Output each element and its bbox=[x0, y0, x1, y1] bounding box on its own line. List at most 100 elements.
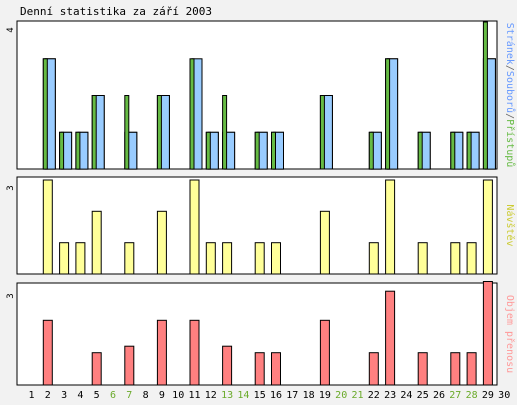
x-tick-day-9: 9 bbox=[159, 390, 165, 401]
x-tick-day-6: 6 bbox=[110, 390, 116, 401]
x-tick-day-14: 14 bbox=[237, 390, 249, 401]
bar-navstev-day-9 bbox=[156, 210, 167, 275]
bar-pristupu-day-4 bbox=[75, 131, 81, 170]
x-tick-day-15: 15 bbox=[254, 390, 266, 401]
x-tick-day-26: 26 bbox=[433, 390, 445, 401]
bar-objem-day-28 bbox=[466, 352, 477, 386]
legend-entry: / bbox=[504, 65, 515, 71]
x-tick-day-23: 23 bbox=[384, 390, 396, 401]
bar-pristupu-day-9 bbox=[156, 95, 162, 170]
bar-navstev-day-13 bbox=[222, 242, 233, 275]
x-tick-day-12: 12 bbox=[205, 390, 217, 401]
bar-navstev-day-2 bbox=[42, 179, 53, 275]
x-tick-day-13: 13 bbox=[221, 390, 233, 401]
chart-title: Denní statistika za září 2003 bbox=[20, 5, 212, 18]
series-souboru bbox=[44, 58, 496, 170]
x-tick-day-5: 5 bbox=[94, 390, 100, 401]
x-tick-day-27: 27 bbox=[449, 390, 461, 401]
bar-objem-day-22 bbox=[368, 352, 379, 386]
x-tick-day-19: 19 bbox=[319, 390, 331, 401]
bar-objem-day-11 bbox=[189, 319, 200, 386]
bar-navstev-day-22 bbox=[368, 242, 379, 275]
bar-pristupu-day-3 bbox=[59, 131, 65, 170]
legend-entry: Stránek bbox=[504, 23, 516, 65]
bar-pristupu-day-28 bbox=[466, 131, 472, 170]
legend-entry: / bbox=[504, 113, 515, 119]
x-tick-day-7: 7 bbox=[126, 390, 132, 401]
legend-entry: Návštěv bbox=[504, 204, 516, 246]
x-tick-day-20: 20 bbox=[335, 390, 347, 401]
panel-visits: 3 Návštěv bbox=[6, 176, 516, 275]
bar-objem-day-2 bbox=[42, 319, 53, 386]
x-tick-day-29: 29 bbox=[482, 390, 494, 401]
bar-pristupu-day-29 bbox=[482, 21, 488, 170]
panel-volume: 3 Objem přenosu bbox=[6, 281, 516, 386]
bar-navstev-day-5 bbox=[91, 210, 102, 275]
bar-navstev-day-12 bbox=[205, 242, 216, 275]
bar-objem-day-9 bbox=[156, 319, 167, 386]
bar-objem-day-19 bbox=[319, 319, 330, 386]
bar-pristupu-day-22 bbox=[368, 131, 374, 170]
y-tick-label: 3 bbox=[6, 185, 16, 190]
x-tick-day-3: 3 bbox=[61, 390, 67, 401]
bar-pristupu-day-27 bbox=[450, 131, 456, 170]
x-tick-day-16: 16 bbox=[270, 390, 282, 401]
series-navstev bbox=[42, 179, 493, 275]
bar-navstev-day-27 bbox=[450, 242, 461, 275]
x-tick-day-30: 30 bbox=[498, 390, 510, 401]
bar-objem-day-27 bbox=[450, 352, 461, 386]
legend-entry: Objem přenosu bbox=[504, 295, 516, 373]
bar-pristupu-day-7 bbox=[124, 95, 130, 170]
bar-objem-day-13 bbox=[222, 345, 233, 386]
x-tick-day-2: 2 bbox=[45, 390, 51, 401]
bar-objem-day-5 bbox=[91, 352, 102, 386]
bar-navstev-day-4 bbox=[75, 242, 86, 275]
x-tick-day-25: 25 bbox=[417, 390, 429, 401]
bar-objem-day-25 bbox=[417, 352, 428, 386]
x-tick-day-22: 22 bbox=[368, 390, 380, 401]
x-tick-day-28: 28 bbox=[466, 390, 478, 401]
bar-navstev-day-29 bbox=[482, 179, 493, 275]
bar-pristupu-day-16 bbox=[271, 131, 276, 170]
bar-pristupu-day-15 bbox=[254, 131, 260, 170]
x-axis-day-labels: 1 2 3 4 5 6 7 8 9 10 11 12 13 14 15 16 17 18 19 20 21 22 23 24 2… bbox=[28, 390, 510, 401]
bar-pristupu-day-2 bbox=[42, 58, 48, 170]
x-tick-day-17: 17 bbox=[286, 390, 298, 401]
x-tick-day-18: 18 bbox=[303, 390, 315, 401]
y-tick-label: 3 bbox=[6, 293, 16, 298]
bar-navstev-day-25 bbox=[417, 242, 428, 275]
series-pristupu bbox=[42, 21, 488, 170]
bar-objem-day-7 bbox=[124, 345, 135, 386]
x-tick-day-24: 24 bbox=[400, 390, 412, 401]
x-tick-day-10: 10 bbox=[172, 390, 184, 401]
bar-navstev-day-19 bbox=[319, 210, 330, 275]
series-objem bbox=[42, 281, 493, 386]
x-tick-day-1: 1 bbox=[28, 390, 34, 401]
bar-pristupu-day-11 bbox=[189, 58, 195, 170]
bar-pristupu-day-5 bbox=[91, 95, 97, 170]
bar-pristupu-day-23 bbox=[385, 58, 391, 170]
bar-navstev-day-28 bbox=[466, 242, 477, 275]
x-tick-day-11: 11 bbox=[188, 390, 200, 401]
legend-visits: Návštěv bbox=[504, 204, 516, 246]
bar-navstev-day-23 bbox=[385, 179, 396, 275]
y-tick-label: 4 bbox=[6, 27, 16, 32]
bar-navstev-day-7 bbox=[124, 242, 135, 275]
bar-pristupu-day-13 bbox=[222, 95, 228, 170]
bar-navstev-day-3 bbox=[59, 242, 70, 275]
bar-navstev-day-16 bbox=[271, 242, 281, 275]
legend-entry: Souborů bbox=[504, 71, 516, 113]
bar-navstev-day-11 bbox=[189, 179, 200, 275]
bar-objem-day-29 bbox=[482, 281, 493, 386]
bar-navstev-day-15 bbox=[254, 242, 265, 275]
legend-volume: Objem přenosu bbox=[504, 295, 516, 373]
legend-entry: Přístupů bbox=[504, 119, 516, 167]
bar-objem-day-16 bbox=[271, 352, 281, 386]
bar-pristupu-day-25 bbox=[417, 131, 423, 170]
bar-objem-day-23 bbox=[385, 290, 396, 386]
legend-hits: Stránek/Souborů/Přístupů bbox=[504, 23, 516, 168]
x-tick-day-4: 4 bbox=[77, 390, 83, 401]
x-tick-day-8: 8 bbox=[143, 390, 149, 401]
bar-pristupu-day-19 bbox=[319, 95, 325, 170]
